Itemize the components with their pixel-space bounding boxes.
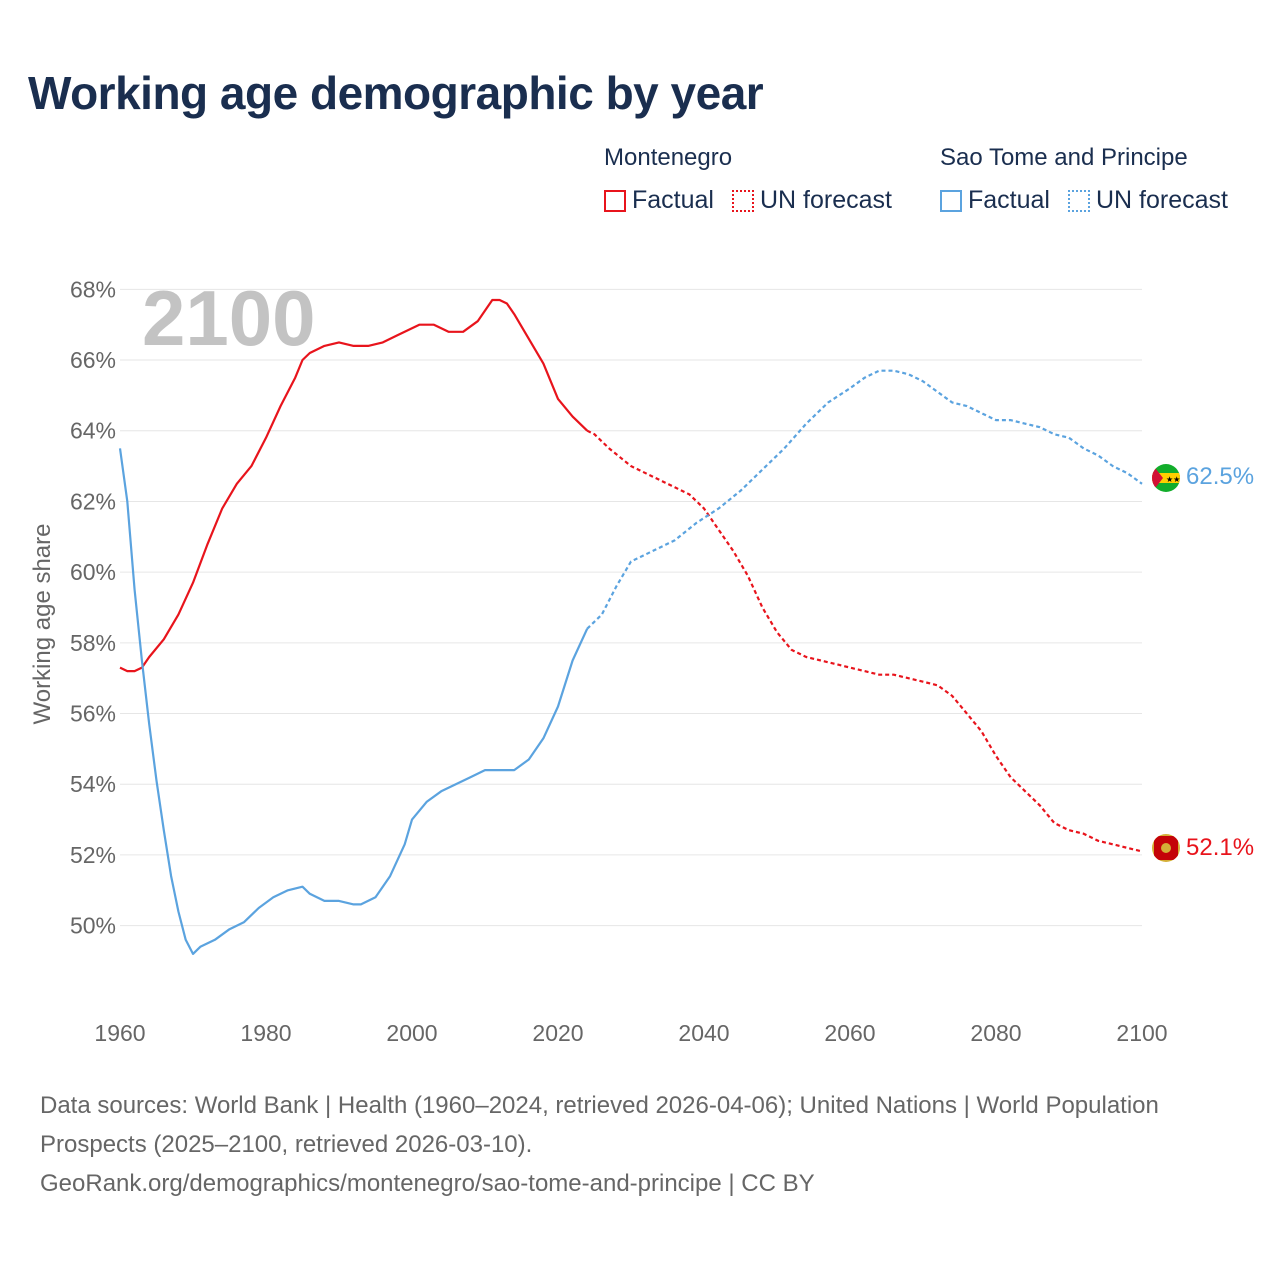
- line-chart: 2100 50% 52% 54% 56% 58% 60% 62% 64% 66% 68% 1960…: [29, 274, 1254, 1046]
- y-tick-label: 52%: [70, 842, 116, 868]
- chart-title: Working age demographic by year: [28, 67, 764, 119]
- series-line-montenegro-factual[interactable]: [119, 298, 588, 673]
- x-tick-label: 2080: [970, 1020, 1021, 1046]
- source-url[interactable]: GeoRank.org/demographics/montenegro/sao-…: [40, 1170, 815, 1197]
- y-tick-label: 66%: [70, 347, 116, 373]
- x-tick-label: 2060: [824, 1020, 875, 1046]
- year-watermark: 2100: [142, 274, 316, 362]
- legend-group-sao-tome: Sao Tome and Principe Factual UN forecas…: [940, 144, 1228, 215]
- y-tick-label: 62%: [70, 488, 116, 514]
- y-tick-label: 54%: [70, 771, 116, 797]
- legend-group-montenegro: Montenegro Factual UN forecast: [604, 144, 892, 215]
- footer: Data sources: World Bank | Health (1960–…: [40, 1086, 1220, 1203]
- y-tick-label: 60%: [70, 559, 116, 585]
- y-tick-label: 58%: [70, 630, 116, 656]
- series-line-sao-tome-forecast[interactable]: [586, 369, 1143, 630]
- end-label-montenegro: 52.1%: [1186, 834, 1254, 861]
- legend-swatch-solid: [940, 189, 962, 212]
- montenegro-flag-icon: [1152, 834, 1180, 862]
- x-tick-label: 1980: [240, 1020, 291, 1046]
- legend-label: UN forecast: [1095, 186, 1228, 214]
- x-tick-label: 1960: [94, 1020, 145, 1046]
- legend-item-factual[interactable]: Factual: [604, 186, 714, 215]
- y-axis-label: Working age share: [29, 524, 56, 725]
- x-tick-label: 2000: [386, 1020, 437, 1046]
- legend-group-title: Montenegro: [604, 144, 733, 171]
- y-axis-ticks: 50% 52% 54% 56% 58% 60% 62% 64% 66% 68%: [70, 276, 116, 938]
- grid-lines: [120, 288, 1142, 927]
- legend-swatch-dotted: [1067, 189, 1090, 212]
- legend-item-factual[interactable]: Factual: [940, 186, 1050, 215]
- legend-label: UN forecast: [759, 186, 892, 214]
- end-label-sao-tome: 62.5%: [1186, 463, 1254, 490]
- series-line-montenegro-forecast[interactable]: [586, 429, 1143, 853]
- legend-item-forecast[interactable]: UN forecast: [731, 186, 892, 215]
- y-tick-label: 68%: [70, 276, 116, 302]
- legend-item-forecast[interactable]: UN forecast: [1067, 186, 1228, 215]
- y-tick-label: 56%: [70, 701, 116, 727]
- x-axis-ticks: 1960 1980 2000 2020 2040 2060 2080 2100: [94, 1020, 1167, 1046]
- x-tick-label: 2040: [678, 1020, 729, 1046]
- y-tick-label: 50%: [70, 913, 116, 939]
- legend-label: Factual: [632, 186, 714, 214]
- y-tick-label: 64%: [70, 418, 116, 444]
- svg-text:★★: ★★: [1166, 475, 1180, 484]
- data-sources: Data sources: World Bank | Health (1960–…: [40, 1092, 1159, 1158]
- sao-tome-flag-icon: ★★: [1152, 464, 1180, 492]
- legend-swatch-dotted: [731, 189, 754, 212]
- x-tick-label: 2100: [1116, 1020, 1167, 1046]
- legend-label: Factual: [968, 186, 1050, 214]
- legend-swatch-solid: [604, 189, 626, 212]
- legend-group-title: Sao Tome and Principe: [940, 144, 1188, 171]
- series-line-sao-tome-factual[interactable]: [118, 448, 589, 955]
- x-tick-label: 2020: [532, 1020, 583, 1046]
